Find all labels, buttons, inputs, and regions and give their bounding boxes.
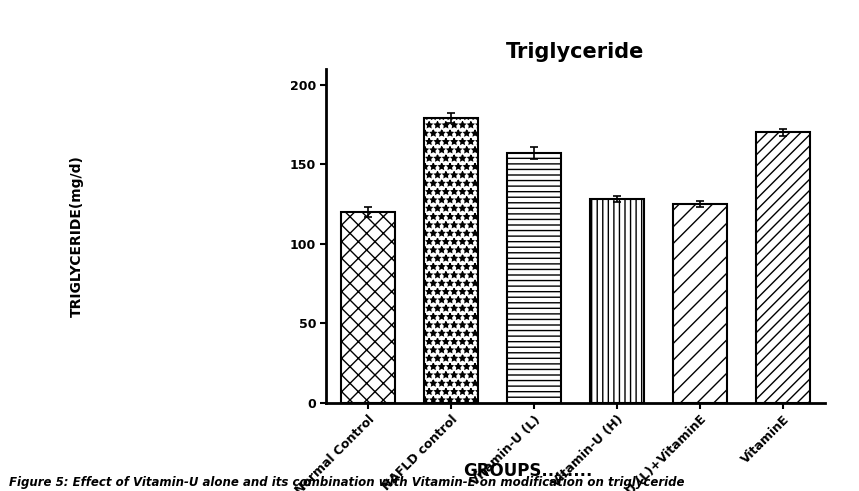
Bar (424, 118, 478, 403)
Title: Triglyceride: Triglyceride (506, 42, 645, 62)
Bar (590, 199, 644, 403)
Bar (341, 212, 395, 403)
Bar (673, 204, 727, 403)
Text: GROUPS........: GROUPS........ (464, 463, 593, 480)
Bar (756, 133, 810, 403)
Text: Figure 5: Effect of Vitamin-U alone and its combination with Vitamin-E on modifi: Figure 5: Effect of Vitamin-U alone and … (9, 476, 684, 489)
Bar (507, 153, 561, 403)
Text: TRIGLYCERIDE(mg/d): TRIGLYCERIDE(mg/d) (70, 155, 84, 317)
